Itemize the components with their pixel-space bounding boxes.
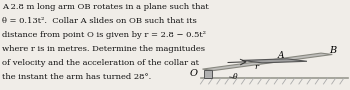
Text: θ = 0.13t².  Collar A slides on OB such that its: θ = 0.13t². Collar A slides on OB such t… — [2, 17, 197, 25]
Polygon shape — [242, 59, 307, 63]
Text: A: A — [277, 51, 284, 60]
Text: O: O — [190, 69, 198, 78]
Text: θ: θ — [233, 73, 238, 81]
Polygon shape — [202, 53, 332, 70]
Text: of velocity and the acceleration of the collar at: of velocity and the acceleration of the … — [2, 59, 199, 67]
Text: r: r — [254, 63, 258, 71]
Bar — [204, 70, 212, 78]
Text: B: B — [329, 46, 337, 55]
Text: where r is in metres. Determine the magnitudes: where r is in metres. Determine the magn… — [2, 45, 205, 53]
Text: the instant the arm has turned 28°.: the instant the arm has turned 28°. — [2, 73, 152, 81]
Text: A 2.8 m long arm OB rotates in a plane such that: A 2.8 m long arm OB rotates in a plane s… — [2, 3, 209, 11]
Text: distance from point O is given by r = 2.8 − 0.5t²: distance from point O is given by r = 2.… — [2, 31, 206, 39]
